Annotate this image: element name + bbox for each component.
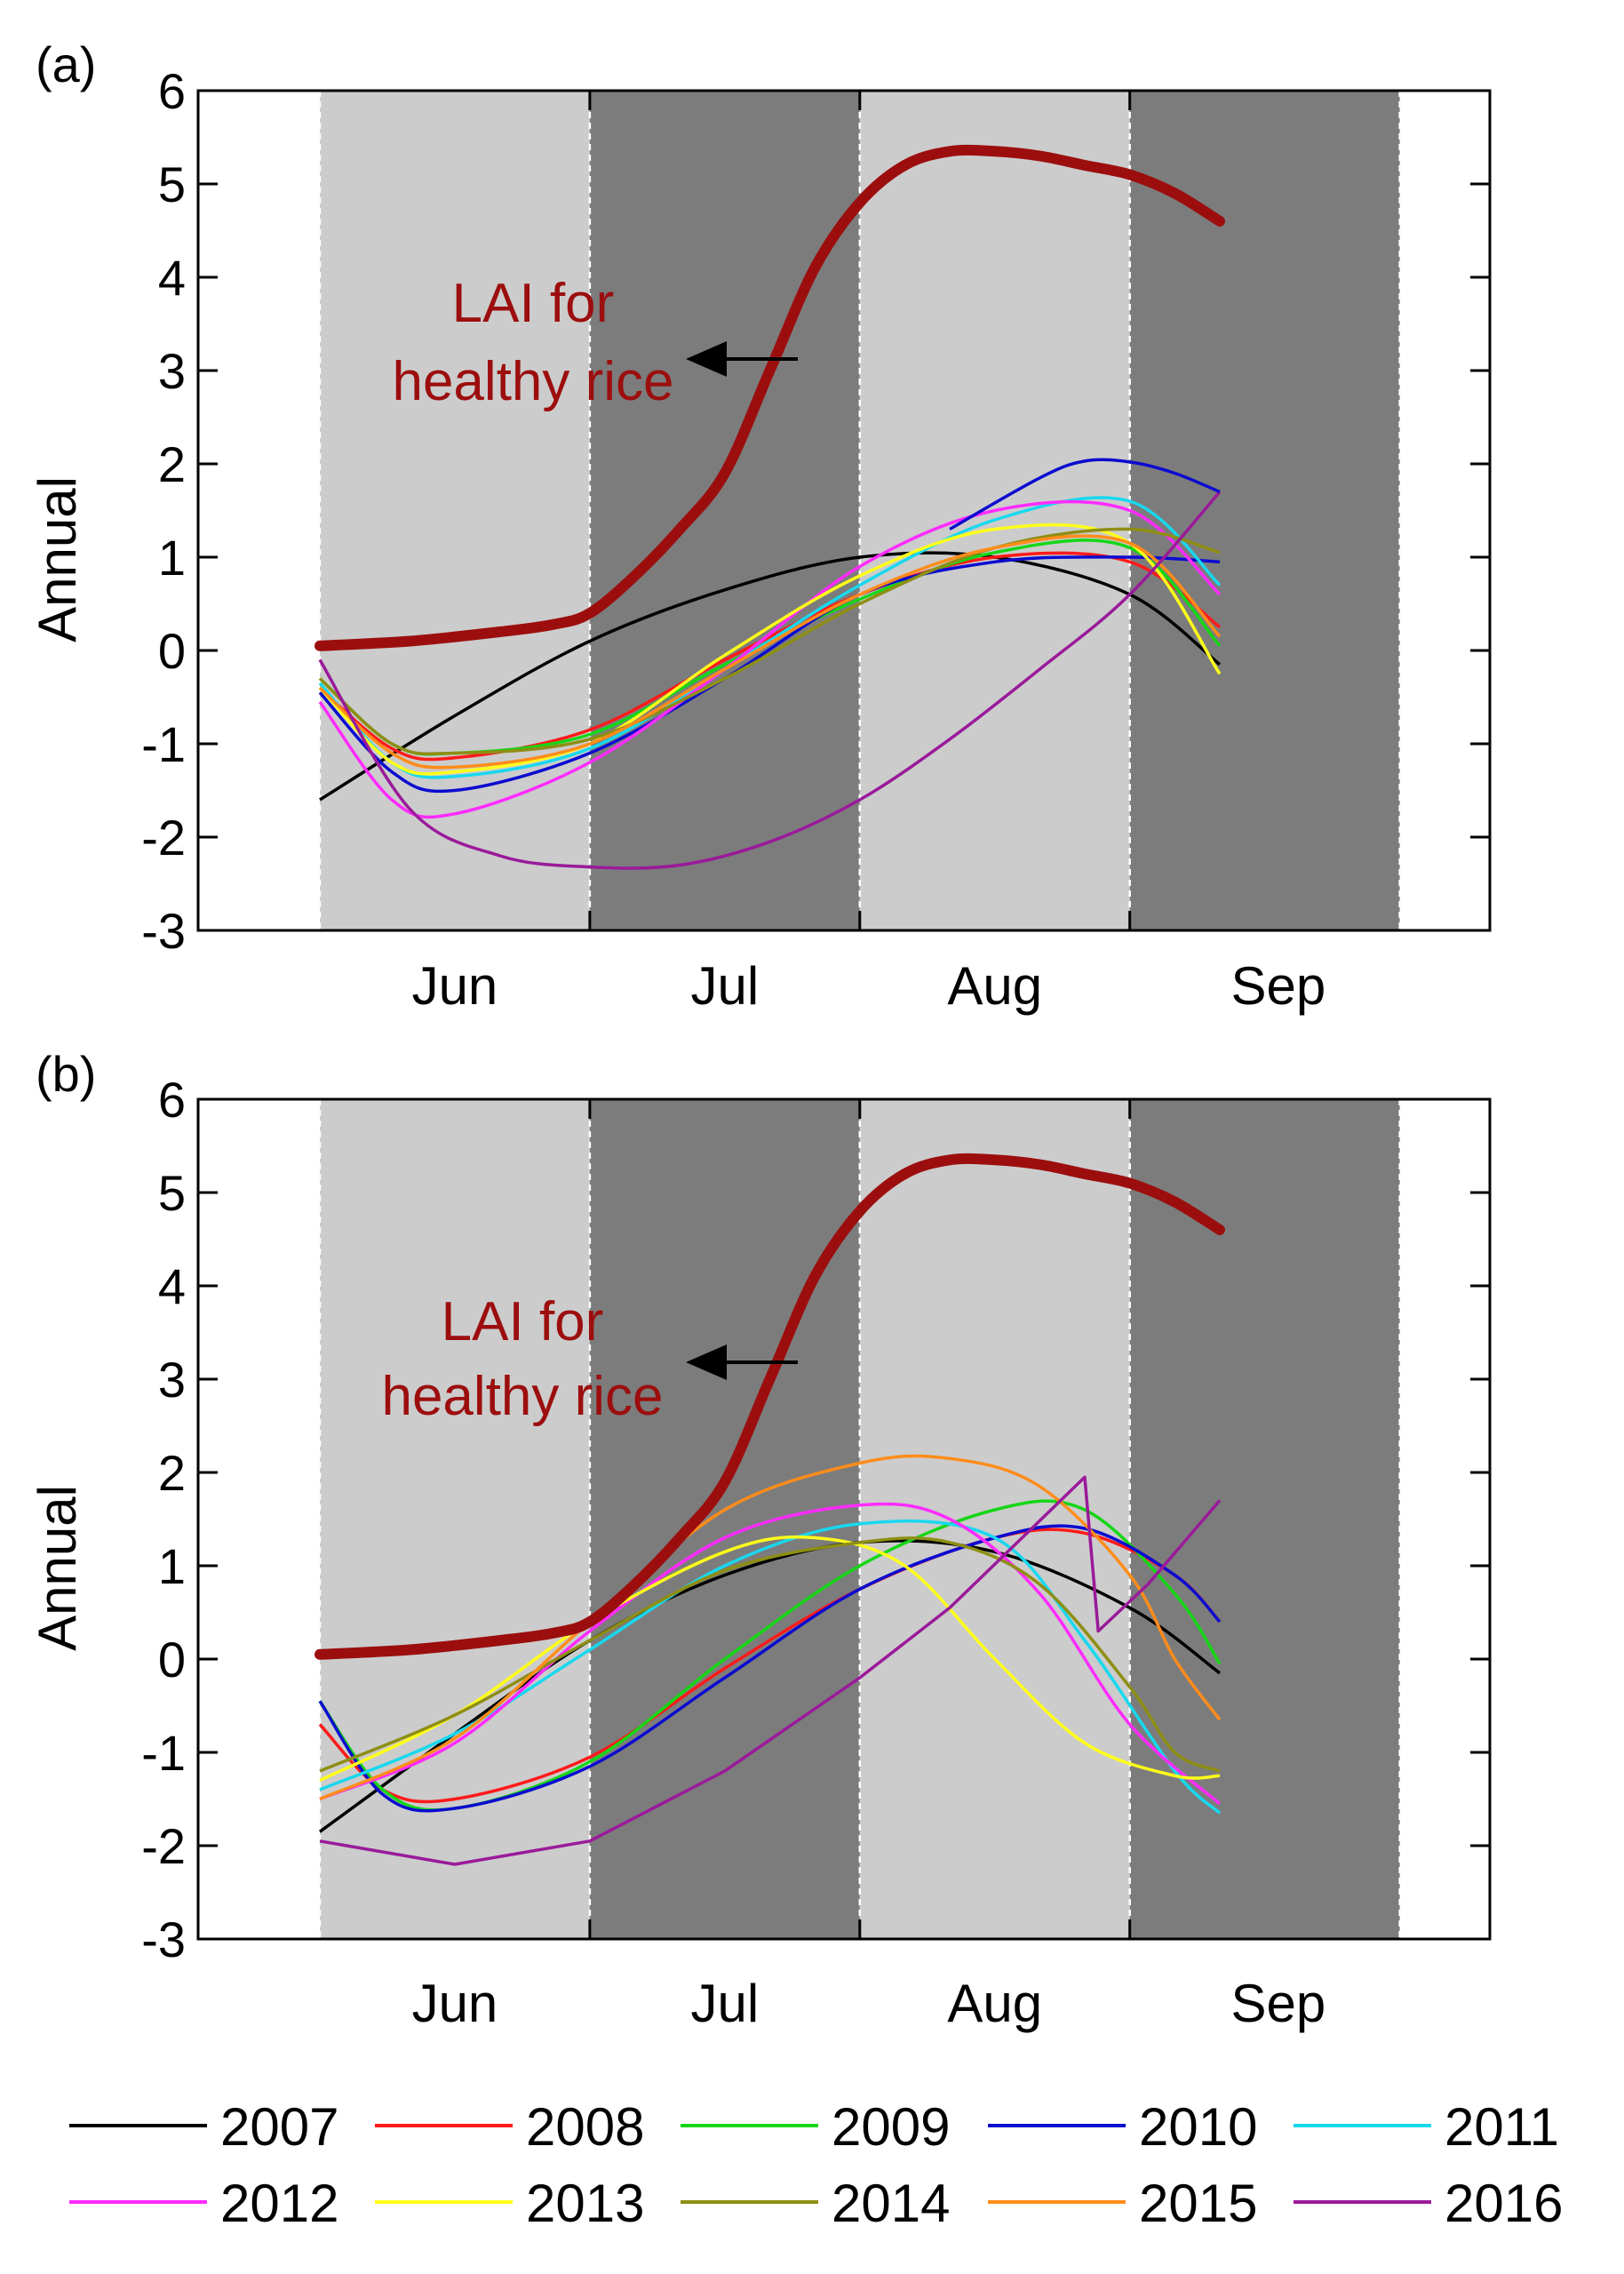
month-band-3 [859,1099,1130,1939]
y-tick-label: 0 [158,623,186,679]
y-tick-label: 6 [158,63,186,119]
lai-annotation-line2: healthy rice [392,351,673,412]
legend: 2007 2008 2009 2010 2011 2012 2013 2014 2015 2016 [69,2097,1563,2233]
y-tick-label: -3 [141,1911,186,1967]
legend-label-2007: 2007 [220,2097,338,2157]
month-label-aug: Aug [947,956,1042,1016]
month-label-jul: Jul [690,956,759,1016]
legend-label-2014: 2014 [832,2174,950,2233]
y-tick-label: 6 [158,1072,186,1128]
y-tick-label: 2 [158,1445,186,1501]
panel-b: -3 -2 -1 0 1 2 3 4 5 6 Jun Jul Aug Sep Annual (b) LAI fo… [28,1046,1492,2033]
legend-label-2015: 2015 [1139,2174,1257,2233]
series-line-2007 [319,551,1222,802]
legend-label-2012: 2012 [220,2174,338,2233]
month-label-sep: Sep [1230,1974,1325,2033]
y-tick-label: 5 [158,1165,186,1221]
y-axis-label: Annual [28,476,87,642]
y-tick-label: -1 [141,716,186,772]
y-tick-label: 2 [158,436,186,492]
y-tick-label: -1 [141,1725,186,1781]
lai-arrow-head [686,341,727,377]
series-line-2015 [318,534,1222,770]
month-band-1 [320,91,590,930]
series-line-2015 [319,1454,1222,1801]
lai-line [314,1153,1225,1660]
series-line-2011 [319,1519,1222,1815]
lai-annotation-line1: LAI for [442,1291,604,1352]
series-line-2010 [949,458,1221,531]
y-axis-label: Annual [28,1485,87,1651]
legend-label-2008: 2008 [526,2097,644,2157]
series-line-2014 [319,1536,1221,1773]
legend-label-2010: 2010 [1139,2097,1257,2157]
plot-frame [196,1097,1492,1941]
panel-label: (b) [36,1046,96,1102]
month-label-aug: Aug [947,1974,1042,2033]
panel-label: (a) [36,36,96,92]
y-tick-label: 5 [158,156,186,212]
y-tick-label: 1 [158,1538,186,1594]
series-line-2016 [318,491,1222,870]
y-tick-label: -3 [141,903,186,959]
month-band-4 [1129,1099,1400,1939]
y-tick-label: 0 [158,1632,186,1688]
series-line-2016 [319,1475,1222,1866]
y-tick-label: -2 [141,1818,186,1874]
legend-label-2013: 2013 [526,2174,644,2233]
y-tick-label: 4 [158,250,186,306]
lai-line [314,144,1225,651]
y-tick-label: 4 [158,1258,186,1314]
month-label-jun: Jun [412,956,498,1016]
plot-frame [196,89,1492,932]
y-tick-label: -2 [141,810,186,866]
series-line-2013 [318,523,1222,776]
month-band-1 [320,1099,590,1939]
legend-label-2016: 2016 [1445,2174,1563,2233]
series-line-2010 [318,1524,1222,1813]
series-line-2008 [318,551,1222,762]
series-line-2013 [319,1535,1221,1783]
y-tick-label: 3 [158,343,186,399]
series-line-2012 [319,1502,1222,1806]
month-band-2 [589,1099,860,1939]
lai-annotation-line2: healthy rice [381,1366,663,1427]
legend-label-2009: 2009 [832,2097,950,2157]
lai-annotation-line1: LAI for [452,273,615,334]
month-band-2 [589,91,860,930]
panel-a: -3 -2 -1 0 1 2 3 4 5 6 Jun Jul Aug Sep Annual (a) LAI fo… [28,36,1492,1016]
lai-arrow-head [686,1344,727,1380]
month-label-sep: Sep [1230,956,1325,1016]
series-line-2008 [318,1528,1222,1804]
legend-label-2011: 2011 [1445,2097,1559,2157]
month-band-4 [1129,91,1400,930]
month-label-jul: Jul [690,1974,759,2033]
series-line-2014 [318,527,1221,756]
y-tick-label: 3 [158,1352,186,1408]
month-label-jun: Jun [412,1974,498,2033]
y-tick-label: 1 [158,530,186,586]
